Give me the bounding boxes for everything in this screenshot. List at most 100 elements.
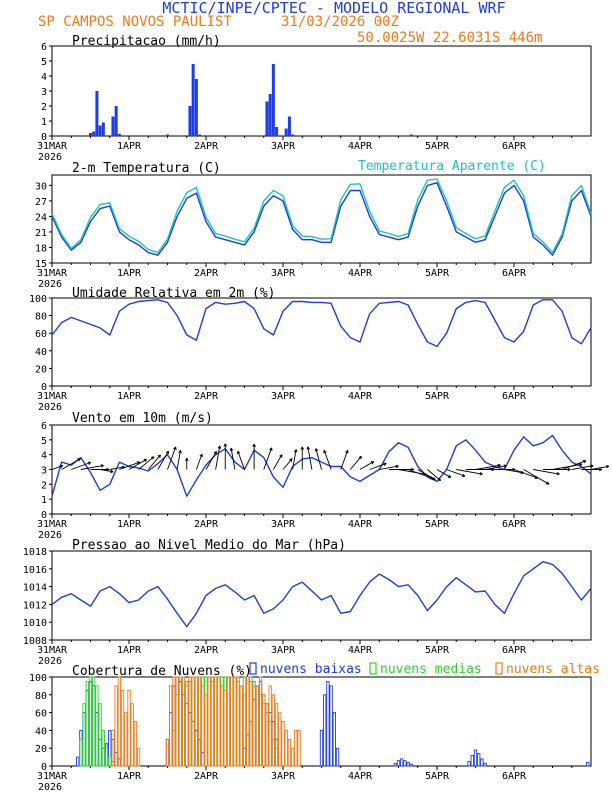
wind-xtick-label: 31MAR [37,519,68,530]
wind-arrow [315,448,322,470]
cloud-bar-orange [220,685,224,767]
wind-ytick-label: 4 [41,451,47,462]
clouds-xtick-label: 31MAR [37,771,68,782]
wind-ytick-label: 0 [41,510,47,521]
wind-arrow [61,458,81,470]
wind-arrow [504,469,524,474]
wind-arrow-head [178,450,182,454]
wind-arrow-head [437,477,442,482]
precip-bar [166,134,169,136]
wind-series-line [51,434,592,497]
cloud-bar-orange [268,685,272,767]
temp-xtick-label: 1APR [117,268,142,279]
precip-bar [117,133,121,136]
cloud-bar-orange [242,694,247,767]
cloud-bar-orange [278,712,282,767]
wind-arrow-head [461,473,466,477]
cloud-legend-swatch [495,662,503,675]
wind-arrow [369,463,387,470]
wind-arrow-head [173,446,177,450]
wind-xtick-label: 6APR [502,519,527,530]
cloud-bar-green [104,747,109,767]
wind-arrow-head [447,474,452,478]
cloud-legend-label: nuvens altas [506,662,600,677]
clouds-xtick-label: 2APR [194,771,219,782]
precip-year-label: 2026 [38,152,62,163]
wind-arrow-head [503,464,507,468]
wind-arrow [119,461,140,470]
precip-bar [98,125,102,136]
cloud-bar-orange [120,689,125,767]
wind-arrow [147,454,161,470]
cloud-bar-green [101,729,105,767]
wind-arrow-head [143,458,148,463]
cloud-bar-orange [181,676,186,767]
cloud-bar-orange [223,689,227,767]
precip-bar [268,94,272,136]
cloud-bar-orange [262,694,266,767]
wind-arrow [417,469,436,481]
cloud-bar-orange [201,685,205,767]
clouds-xtick-label: 4APR [348,771,373,782]
cloud-bar-blue [403,760,407,767]
precip-xtick-label: 4APR [348,141,373,152]
wind-arrow [340,450,349,470]
cloud-bar-orange [188,676,192,767]
cloud-bar-orange [197,676,202,767]
mslp-frame [51,550,592,641]
temp-xtick-label: 31MAR [37,268,68,279]
wind-arrow-head [110,469,114,474]
mslp-xtick-label: 5APR [425,645,450,656]
cloud-bar-orange [284,729,288,767]
wind-arrow-head [556,471,560,476]
mslp-ytick-label: 1012 [23,600,47,611]
wind-arrow-head [567,467,571,472]
precip-bar [191,64,195,136]
wind-arrow [292,449,297,470]
precip-bar [95,91,99,136]
temp-series-line [51,182,592,256]
temp-ytick-label: 30 [35,181,47,192]
rh-xtick-label: 1APR [117,391,142,402]
clouds-ytick-label: 0 [41,762,47,773]
wind-arrow [263,447,273,470]
temp-xtick-label: 6APR [502,268,527,279]
header-station: SP CAMPOS NOVOS PAULIST [38,14,232,30]
cloud-bar-blue [477,753,481,767]
clouds-xtick-label: 6APR [502,771,527,782]
wind-arrow-head [213,451,217,455]
wind-arrow-head [289,458,293,462]
cloud-bar-green [92,676,96,767]
clouds-ytick-label: 40 [35,726,47,737]
precip-bar [271,64,275,136]
cloud-bar-green [82,703,86,767]
temp-xtick-label: 3APR [271,268,296,279]
cloud-bar-orange [169,685,173,767]
cloud-bar-orange [281,721,285,767]
wind-arrow-head [157,454,161,458]
clouds-title: Cobertura de Nuvens (%) [72,664,252,679]
cloud-bar-orange [230,676,234,767]
wind-arrow [195,453,203,470]
mslp-xtick-label: 3APR [271,645,296,656]
wind-arrow-head [217,445,222,449]
cloud-bar-blue [76,756,80,767]
cloud-bar-orange [185,681,189,767]
wind-ytick-label: 3 [41,466,47,477]
rh-ytick-label: 60 [35,329,47,340]
wind-arrow-head [150,456,155,460]
wind-arrow [138,456,155,470]
cloud-bar-blue [326,681,330,767]
cloud-bar-orange [207,676,211,767]
cloud-bar-green [85,681,89,767]
precip-bar [198,134,202,136]
precip-ytick-label: 6 [41,42,47,53]
temp-xtick-label: 2APR [194,268,219,279]
cloud-bar-orange [210,681,215,767]
mslp-xtick-label: 1APR [117,645,142,656]
cloud-bar-orange [130,703,134,767]
cloud-bar-orange [249,681,253,767]
cloud-bar-green [95,685,99,767]
wind-arrow-head [237,450,241,455]
